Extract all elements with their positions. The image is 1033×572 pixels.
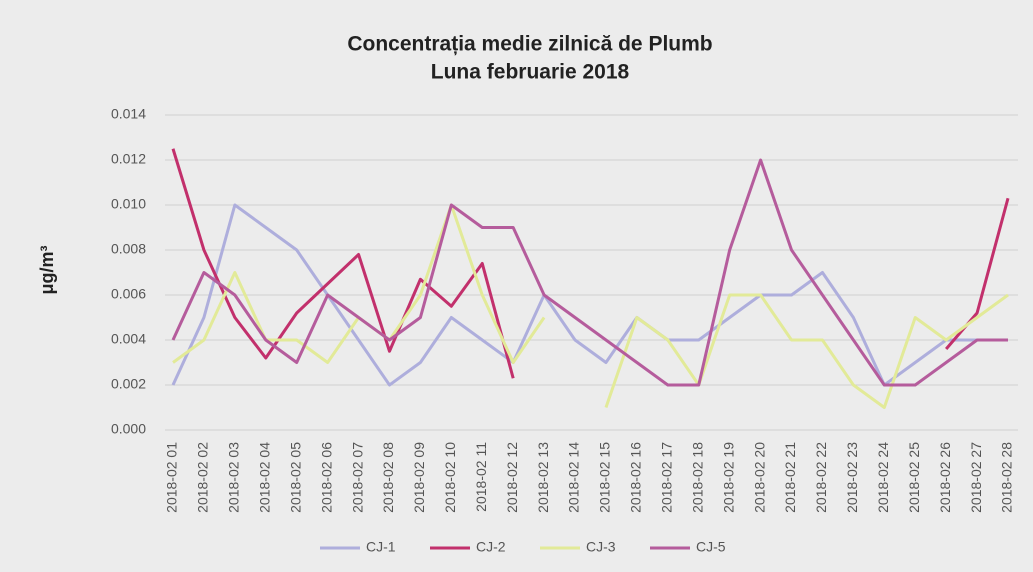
x-tick-label: 2018-02 21	[782, 442, 798, 513]
series-line	[945, 197, 1010, 350]
y-tick-label: 0.014	[111, 106, 146, 122]
x-tick-label: 2018-02 27	[968, 442, 984, 513]
y-tick-label: 0.000	[111, 421, 146, 437]
x-tick-label: 2018-02 09	[411, 442, 427, 513]
x-tick-label: 2018-02 15	[597, 442, 613, 513]
x-tick-label: 2018-02 23	[844, 442, 860, 513]
legend-label: CJ-2	[476, 539, 506, 555]
series-line	[171, 158, 1008, 387]
legend-label: CJ-3	[586, 539, 616, 555]
x-tick-label: 2018-02 18	[689, 442, 705, 513]
chart-subtitle: Luna februarie 2018	[431, 61, 630, 84]
x-tick-label: 2018-02 03	[226, 442, 242, 513]
x-tick-label: 2018-02 13	[535, 442, 551, 513]
series-line	[604, 293, 1009, 409]
legend-label: CJ-5	[696, 539, 726, 555]
y-tick-label: 0.004	[111, 331, 146, 347]
series-line	[171, 148, 515, 379]
x-tick-label: 2018-02 14	[566, 442, 582, 513]
y-tick-label: 0.010	[111, 196, 146, 212]
x-tick-label: 2018-02 10	[442, 442, 458, 513]
x-tick-label: 2018-02 02	[195, 442, 211, 513]
y-tick-label: 0.002	[111, 376, 146, 392]
series-line	[171, 203, 1008, 387]
x-tick-label: 2018-02 19	[720, 442, 736, 513]
x-tick-label: 2018-02 26	[937, 442, 953, 513]
x-tick-label: 2018-02 08	[380, 442, 396, 513]
y-tick-label: 0.012	[111, 151, 146, 167]
y-tick-label: 0.008	[111, 241, 146, 257]
x-tick-label: 2018-02 25	[906, 442, 922, 513]
chart-title: Concentrația medie zilnică de Plumb	[347, 33, 712, 56]
y-tick-label: 0.006	[111, 286, 146, 302]
y-axis-label: μg/m³	[37, 245, 57, 294]
legend-label: CJ-1	[366, 539, 396, 555]
x-tick-label: 2018-02 12	[504, 442, 520, 513]
x-tick-label: 2018-02 22	[813, 442, 829, 513]
x-tick-label: 2018-02 06	[318, 442, 334, 513]
x-tick-label: 2018-02 05	[287, 442, 303, 513]
x-tick-label: 2018-02 24	[875, 442, 891, 513]
x-tick-label: 2018-02 07	[349, 442, 365, 513]
x-tick-label: 2018-02 20	[751, 442, 767, 513]
x-tick-label: 2018-02 17	[659, 442, 675, 513]
x-tick-label: 2018-02 01	[164, 442, 180, 513]
x-tick-label: 2018-02 11	[473, 442, 489, 512]
x-tick-label: 2018-02 28	[999, 442, 1015, 513]
x-tick-label: 2018-02 16	[628, 442, 644, 513]
x-tick-label: 2018-02 04	[256, 442, 272, 513]
